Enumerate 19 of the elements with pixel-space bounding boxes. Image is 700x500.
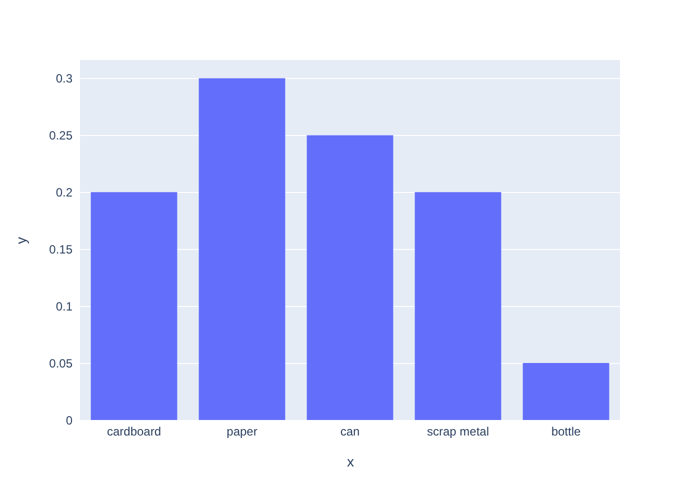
- y-tick-label: 0.2: [56, 186, 73, 200]
- x-tick-label: cardboard: [106, 424, 162, 438]
- y-tick-label: 0: [66, 414, 73, 428]
- y-tick-label: 0.25: [49, 128, 73, 143]
- y-axis-title: y: [13, 237, 30, 244]
- x-tick-label: bottle: [551, 424, 581, 438]
- x-tick-label: scrap metal: [426, 424, 490, 438]
- bar: [306, 135, 394, 420]
- x-tick-label: can: [340, 424, 360, 438]
- y-tick-label: 0.1: [56, 300, 73, 314]
- x-tick-label: paper: [226, 424, 258, 438]
- y-tick-label: 0.15: [49, 242, 73, 257]
- x-axis-title: x: [347, 454, 354, 470]
- y-tick-label: 0.3: [56, 72, 73, 86]
- bar: [522, 363, 610, 420]
- bar: [90, 192, 178, 420]
- bar: [198, 78, 286, 420]
- bar: [414, 192, 502, 420]
- y-tick-label: 0.05: [49, 356, 73, 371]
